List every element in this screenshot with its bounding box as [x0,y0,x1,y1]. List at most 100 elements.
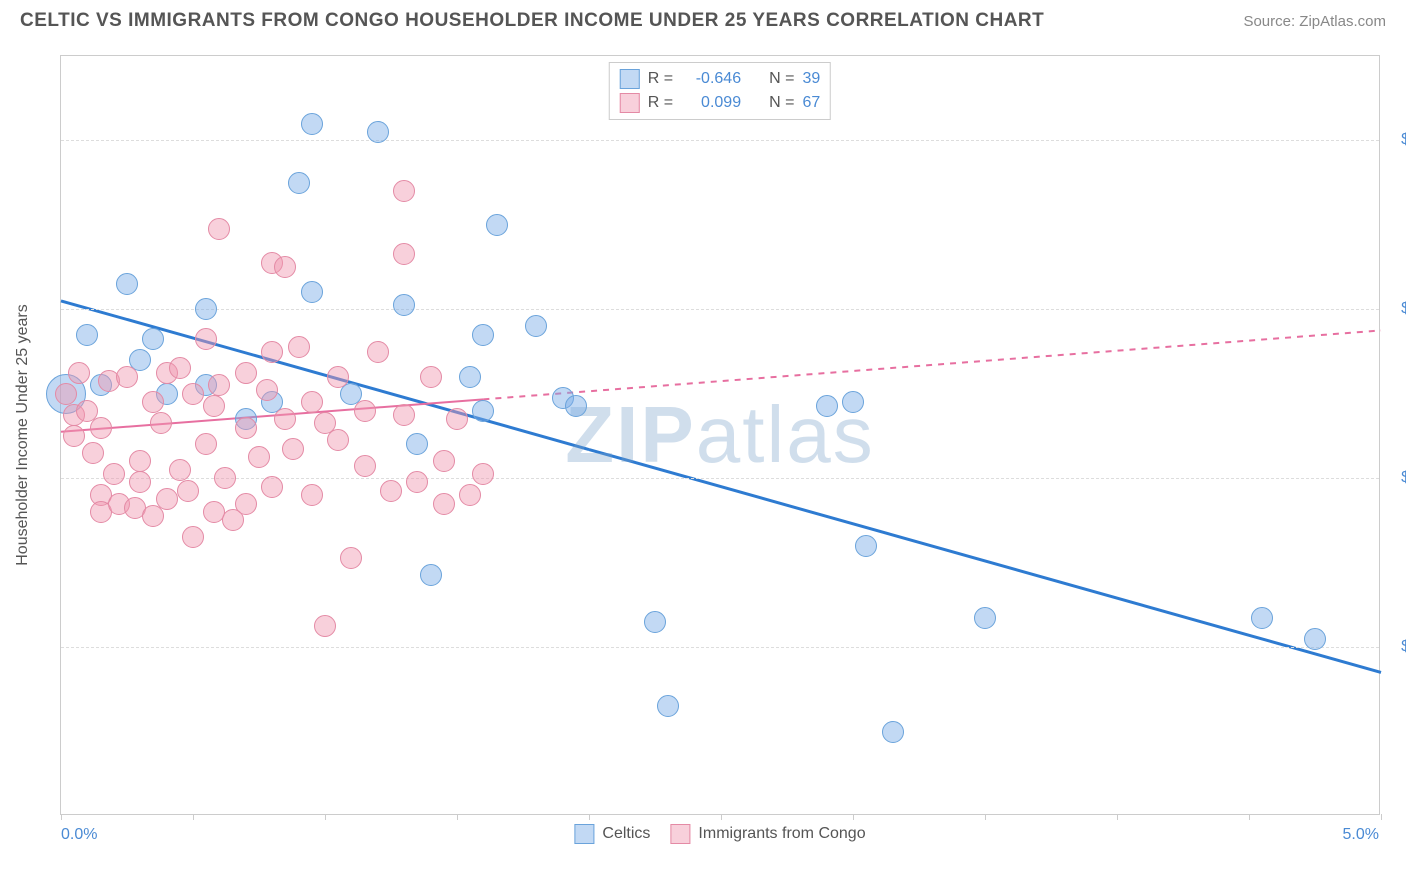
x-tick [193,814,194,820]
scatter-point [274,408,296,430]
scatter-point [150,412,172,434]
scatter-point [288,336,310,358]
scatter-point [195,298,217,320]
scatter-point [644,611,666,633]
scatter-point [327,429,349,451]
scatter-point [393,294,415,316]
scatter-point [142,328,164,350]
x-tick [985,814,986,820]
scatter-point [433,493,455,515]
x-tick [853,814,854,820]
scatter-point [90,417,112,439]
n-value: 67 [802,94,820,112]
scatter-point [657,695,679,717]
chart-plot-area: Householder Income Under 25 years ZIPatl… [60,55,1380,815]
scatter-point [1251,607,1273,629]
scatter-point [68,362,90,384]
grid-line [61,309,1379,310]
scatter-point [327,366,349,388]
scatter-point [974,607,996,629]
legend-stat-row: R = 0.099 N = 67 [620,91,820,115]
scatter-point [525,315,547,337]
legend-label: Immigrants from Congo [698,825,865,843]
scatter-point [203,395,225,417]
legend-label: Celtics [602,825,650,843]
scatter-point [182,383,204,405]
scatter-point [282,438,304,460]
scatter-point [288,172,310,194]
x-tick [61,814,62,820]
scatter-point [235,362,257,384]
scatter-point [393,243,415,265]
scatter-point [248,446,270,468]
scatter-point [354,400,376,422]
trend-line [589,450,1381,673]
x-tick [721,814,722,820]
scatter-point [472,400,494,422]
r-value: 0.099 [681,94,741,112]
x-tick [1249,814,1250,820]
scatter-point [195,433,217,455]
scatter-point [301,113,323,135]
scatter-point [261,476,283,498]
scatter-point [129,450,151,472]
y-tick-label: $40,000 [1389,469,1406,487]
scatter-point [116,366,138,388]
scatter-point [182,526,204,548]
y-axis-title: Householder Income Under 25 years [14,304,32,565]
grid-line [61,478,1379,479]
scatter-point [103,463,125,485]
scatter-point [55,383,77,405]
scatter-point [486,214,508,236]
legend-stats: R = -0.646 N = 39 R = 0.099 N = 67 [609,62,831,120]
scatter-point [393,180,415,202]
scatter-point [129,471,151,493]
r-value: -0.646 [681,70,741,88]
scatter-point [816,395,838,417]
scatter-point [156,488,178,510]
chart-header: CELTIC VS IMMIGRANTS FROM CONGO HOUSEHOL… [0,0,1406,38]
scatter-point [472,463,494,485]
scatter-point [208,374,230,396]
scatter-point [1304,628,1326,650]
x-tick [1117,814,1118,820]
y-tick-label: $20,000 [1389,638,1406,656]
x-tick [589,814,590,820]
scatter-point [208,218,230,240]
scatter-point [420,366,442,388]
scatter-point [842,391,864,413]
scatter-point [301,391,323,413]
trend-line [483,330,1381,399]
scatter-point [406,433,428,455]
scatter-point [301,281,323,303]
scatter-point [367,341,389,363]
scatter-point [169,357,191,379]
grid-line [61,140,1379,141]
scatter-point [314,615,336,637]
scatter-point [63,425,85,447]
x-tick [1381,814,1382,820]
scatter-point [855,535,877,557]
scatter-point [472,324,494,346]
scatter-point [433,450,455,472]
scatter-point [235,493,257,515]
legend-swatch [620,69,640,89]
scatter-point [214,467,236,489]
scatter-point [235,417,257,439]
scatter-point [446,408,468,430]
y-tick-label: $80,000 [1389,131,1406,149]
legend-stat-row: R = -0.646 N = 39 [620,67,820,91]
r-label: R = [648,94,673,112]
scatter-point [256,379,278,401]
scatter-point [340,547,362,569]
scatter-point [393,404,415,426]
scatter-point [82,442,104,464]
chart-title: CELTIC VS IMMIGRANTS FROM CONGO HOUSEHOL… [20,10,1044,32]
scatter-point [169,459,191,481]
scatter-point [420,564,442,586]
scatter-point [261,341,283,363]
legend-series: Celtics Immigrants from Congo [574,824,865,844]
x-tick [457,814,458,820]
scatter-point [459,484,481,506]
legend-swatch [620,93,640,113]
